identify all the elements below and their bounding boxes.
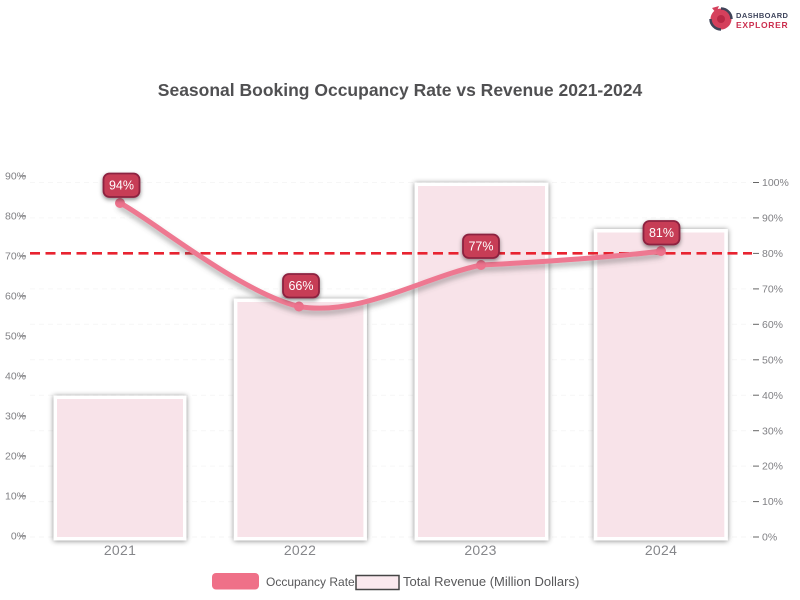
svg-text:0%: 0%	[11, 531, 26, 543]
svg-text:2023: 2023	[464, 542, 496, 558]
svg-text:90%: 90%	[762, 213, 783, 225]
svg-text:DASHBOARD: DASHBOARD	[736, 11, 789, 20]
svg-text:50%: 50%	[5, 331, 26, 343]
svg-text:77%: 77%	[468, 240, 493, 254]
svg-text:20%: 20%	[5, 451, 26, 463]
svg-text:2022: 2022	[284, 542, 316, 558]
svg-text:EXPLORER: EXPLORER	[736, 20, 788, 30]
svg-text:2021: 2021	[104, 542, 136, 558]
svg-text:20%: 20%	[762, 461, 783, 473]
svg-text:70%: 70%	[762, 284, 783, 296]
svg-text:81%: 81%	[649, 226, 674, 240]
svg-text:30%: 30%	[5, 411, 26, 423]
svg-text:Seasonal Booking Occupancy Rat: Seasonal Booking Occupancy Rate vs Reven…	[158, 80, 643, 100]
svg-text:80%: 80%	[762, 248, 783, 260]
svg-text:0%: 0%	[762, 532, 777, 544]
svg-text:94%: 94%	[109, 179, 134, 193]
svg-text:70%: 70%	[5, 251, 26, 263]
svg-text:10%: 10%	[762, 496, 783, 508]
svg-text:40%: 40%	[762, 390, 783, 402]
svg-text:Occupancy Rate: Occupancy Rate	[266, 575, 355, 589]
svg-text:30%: 30%	[762, 425, 783, 437]
svg-text:50%: 50%	[762, 354, 783, 366]
svg-text:40%: 40%	[5, 371, 26, 383]
svg-text:Total Revenue (Million Dollars: Total Revenue (Million Dollars)	[403, 574, 579, 589]
svg-text:100%: 100%	[762, 177, 789, 189]
svg-text:2024: 2024	[645, 542, 677, 558]
svg-text:10%: 10%	[5, 491, 26, 503]
svg-text:66%: 66%	[288, 279, 313, 293]
svg-text:90%: 90%	[5, 171, 26, 183]
svg-text:60%: 60%	[762, 319, 783, 331]
svg-text:80%: 80%	[5, 211, 26, 223]
svg-text:60%: 60%	[5, 291, 26, 303]
